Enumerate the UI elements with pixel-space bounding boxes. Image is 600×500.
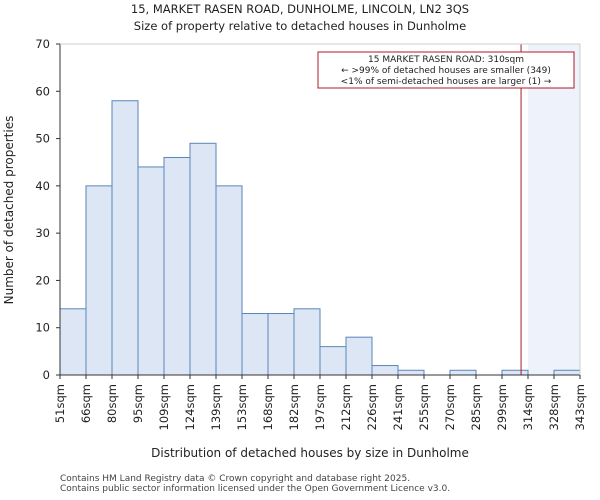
bar-226sqm — [371, 365, 399, 376]
bar-139sqm — [215, 185, 243, 376]
y-axis-label: Number of detached properties — [2, 116, 16, 305]
y-tick-label-20: 20 — [35, 273, 50, 287]
x-tick-label-51sqm: 51sqm — [53, 384, 67, 423]
bar-270sqm — [449, 369, 477, 376]
x-tick-label-226sqm: 226sqm — [365, 384, 379, 430]
x-tick-label-343sqm: 343sqm — [573, 384, 587, 430]
x-ticks: 51sqm 66sqm 80sqm 95sqm 109sqm 124sqm 139sqm 15… — [53, 375, 587, 430]
x-tick-label-80sqm: 80sqm — [105, 384, 119, 423]
bar-241sqm — [397, 369, 425, 376]
x-tick-label-255sqm: 255sqm — [417, 384, 431, 430]
x-tick-label-66sqm: 66sqm — [79, 384, 93, 423]
x-tick-label-139sqm: 139sqm — [209, 384, 223, 430]
x-tick-label-314sqm: 314sqm — [521, 384, 535, 430]
bar-182sqm — [293, 308, 321, 376]
bar-168sqm — [267, 313, 295, 376]
y-tick-label-0: 0 — [43, 368, 50, 382]
annotation-box: 15 MARKET RASEN ROAD: 310sqm ← >99% of d… — [317, 51, 575, 89]
y-tick-label-40: 40 — [35, 179, 50, 193]
y-tick-label-70: 70 — [35, 37, 50, 51]
y-tick-label-50: 50 — [35, 132, 50, 146]
bar-95sqm — [137, 166, 165, 376]
x-tick-label-153sqm: 153sqm — [235, 384, 249, 430]
chart-subtitle: Size of property relative to detached ho… — [134, 19, 466, 33]
x-tick-label-168sqm: 168sqm — [261, 384, 275, 430]
bar-328sqm — [553, 369, 581, 376]
y-tick-label-10: 10 — [35, 321, 50, 335]
bar-80sqm — [111, 100, 139, 376]
bars-group — [59, 100, 581, 376]
footer-line-2: Contains public sector information licen… — [60, 484, 451, 494]
bar-109sqm — [163, 156, 191, 376]
x-tick-label-212sqm: 212sqm — [339, 384, 353, 430]
bar-153sqm — [241, 313, 269, 376]
x-tick-label-241sqm: 241sqm — [391, 384, 405, 430]
bar-124sqm — [189, 142, 217, 376]
annotation-border — [317, 51, 575, 89]
x-tick-label-182sqm: 182sqm — [287, 384, 301, 430]
y-tick-label-30: 30 — [35, 226, 50, 240]
x-tick-label-270sqm: 270sqm — [443, 384, 457, 430]
chart-title: 15, MARKET RASEN ROAD, DUNHOLME, LINCOLN… — [131, 2, 469, 16]
y-ticks: 0 10 20 30 40 50 60 70 — [35, 37, 60, 382]
annotation-line-1: 15 MARKET RASEN ROAD: 310sqm — [368, 55, 524, 65]
x-tick-label-197sqm: 197sqm — [313, 384, 327, 430]
x-tick-label-95sqm: 95sqm — [131, 384, 145, 423]
axes — [59, 43, 581, 376]
larger-property-shade — [528, 44, 580, 375]
footer-line-1: Contains HM Land Registry data © Crown c… — [60, 474, 411, 484]
x-axis-label: Distribution of detached houses by size … — [151, 446, 469, 460]
bar-299sqm — [501, 369, 529, 376]
bar-197sqm — [319, 346, 347, 376]
bar-212sqm — [345, 336, 373, 376]
x-tick-label-328sqm: 328sqm — [547, 384, 561, 430]
bar-51sqm — [59, 308, 87, 376]
annotation-line-3: <1% of semi-detached houses are larger (… — [341, 77, 552, 87]
x-tick-label-285sqm: 285sqm — [469, 384, 483, 430]
annotation-line-2: ← >99% of detached houses are smaller (3… — [341, 66, 551, 76]
bar-66sqm — [85, 185, 113, 376]
y-tick-label-60: 60 — [35, 84, 50, 98]
x-tick-label-109sqm: 109sqm — [157, 384, 171, 430]
x-tick-label-299sqm: 299sqm — [495, 384, 509, 430]
x-tick-label-124sqm: 124sqm — [183, 384, 197, 430]
